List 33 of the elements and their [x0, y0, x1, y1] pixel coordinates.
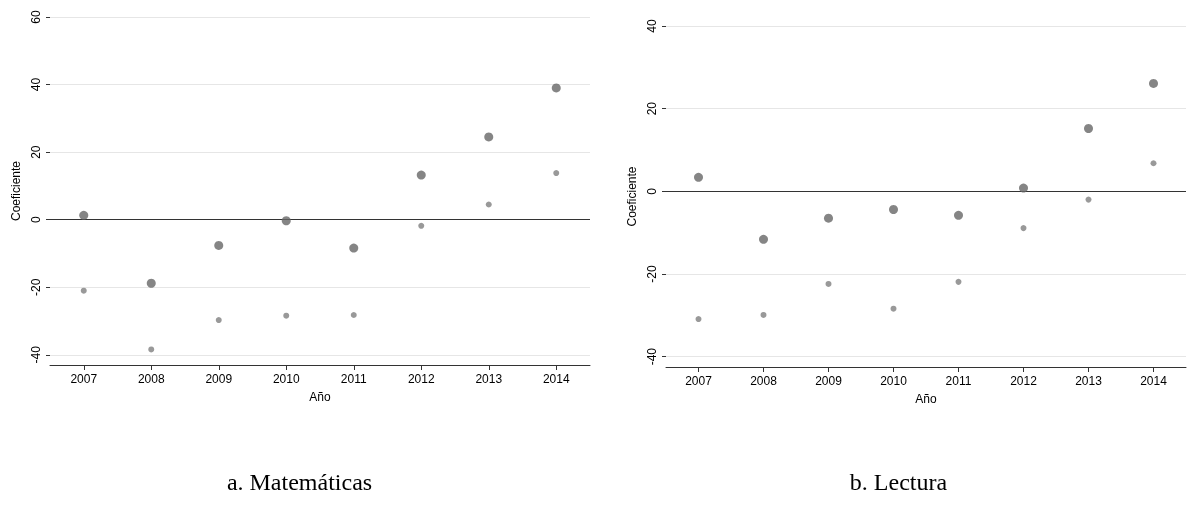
- x-tick-label: 2008: [137, 372, 165, 386]
- x-axis-title: Año: [915, 392, 937, 406]
- y-tick-label: -20: [645, 265, 659, 283]
- y-tick-label: -40: [29, 345, 43, 364]
- y-tick-label: 40: [645, 19, 659, 33]
- y-tick-label: -20: [29, 278, 43, 296]
- x-tick-label: 2010: [880, 374, 908, 388]
- y-tick-label: 60: [29, 10, 43, 24]
- y-tick-label: 20: [645, 101, 659, 116]
- x-tick-label: 2007: [685, 374, 713, 388]
- y-tick-label: 0: [29, 216, 43, 224]
- x-tick-label: 2007: [70, 372, 98, 386]
- text: a. Matemáticas: [226, 469, 373, 495]
- y-axis-title: Coeficiente: [9, 160, 23, 222]
- x-tick-label: 2014: [1140, 374, 1168, 388]
- x-tick-label: 2008: [750, 374, 778, 388]
- x-tick-label: 2013: [1075, 374, 1103, 388]
- y-tick-label: -40: [645, 347, 659, 366]
- x-tick-label: 2011: [945, 374, 972, 388]
- x-tick-label: 2014: [542, 372, 570, 386]
- y-tick-label: 20: [29, 145, 43, 159]
- y-tick-label: 40: [29, 77, 43, 92]
- x-tick-label: 2010: [272, 372, 300, 386]
- x-tick-label: 2011: [340, 372, 367, 386]
- x-tick-label: 2009: [205, 372, 233, 386]
- text: b. Lectura: [849, 469, 948, 495]
- x-tick-label: 2013: [475, 372, 503, 386]
- y-tick-label: 0: [645, 187, 659, 195]
- x-axis-title: Año: [309, 390, 331, 404]
- x-tick-label: 2012: [1010, 374, 1038, 388]
- x-tick-label: 2009: [815, 374, 843, 388]
- x-tick-label: 2012: [407, 372, 435, 386]
- y-axis-title: Coeficiente: [625, 166, 639, 227]
